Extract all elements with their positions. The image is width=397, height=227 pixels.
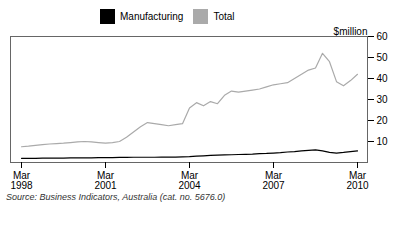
html-text:Source: Business Indicators, A: Source: Business Indicators, Australia (… — [6, 192, 226, 202]
svg-text:60: 60 — [377, 31, 389, 42]
svg-text:30: 30 — [377, 94, 389, 105]
svg-text:10: 10 — [377, 136, 389, 147]
svg-text:$million: $million — [334, 26, 368, 37]
svg-text:20: 20 — [377, 115, 389, 126]
svg-text:Mar2010: Mar2010 — [346, 170, 369, 191]
html-text:Total: Total — [213, 11, 235, 22]
svg-text:Mar2004: Mar2004 — [178, 170, 201, 191]
svg-text:40: 40 — [377, 73, 389, 84]
svg-text:50: 50 — [377, 52, 389, 63]
svg-text:Mar2001: Mar2001 — [94, 170, 117, 191]
html-text:Manufacturing: Manufacturing — [120, 11, 184, 22]
svg-text:Mar1998: Mar1998 — [10, 170, 33, 191]
svg-text:Mar2007: Mar2007 — [262, 170, 285, 191]
